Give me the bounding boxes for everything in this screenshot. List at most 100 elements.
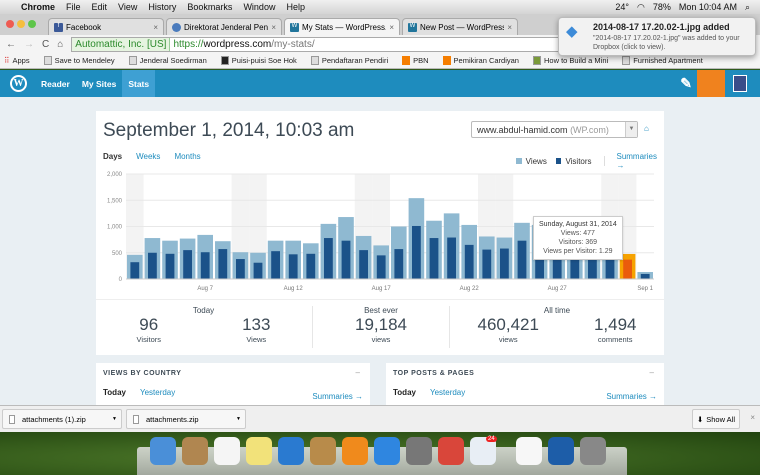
zoom-window-button[interactable] xyxy=(28,20,36,28)
weather-text[interactable]: 24° xyxy=(615,2,630,12)
summaries-link[interactable]: Summaries → xyxy=(312,392,363,401)
nav-reader[interactable]: Reader xyxy=(41,78,70,89)
secure-badge[interactable]: Automattic, Inc. [US] xyxy=(72,37,171,51)
new-post-pencil-icon[interactable]: ✎ xyxy=(680,75,692,91)
chrome-icon[interactable] xyxy=(438,437,464,465)
menu-file[interactable]: File xyxy=(66,2,81,12)
collapse-icon[interactable]: – xyxy=(355,368,360,377)
forward-icon[interactable]: → xyxy=(24,38,34,50)
app-store-icon[interactable] xyxy=(374,437,400,465)
menu-view[interactable]: View xyxy=(118,2,138,12)
bookmark-item[interactable]: Furnished Apartment xyxy=(622,56,703,65)
summaries-link[interactable]: Summaries → xyxy=(616,152,657,170)
tab-days[interactable]: Days xyxy=(103,152,123,161)
ibooks-icon[interactable] xyxy=(342,437,368,465)
menu-edit[interactable]: Edit xyxy=(91,2,108,12)
calendar-icon[interactable] xyxy=(214,437,240,465)
finder-icon[interactable] xyxy=(150,437,176,465)
home-icon[interactable]: ⌂ xyxy=(57,38,64,50)
stickies-icon[interactable] xyxy=(246,437,272,465)
x-tick-label: Aug 22 xyxy=(460,286,480,292)
visitors-bar xyxy=(324,238,333,279)
tab-weeks[interactable]: Weeks xyxy=(136,152,161,161)
all-time-stats: All time 460,421 views 1,494 comments xyxy=(450,300,664,350)
battery-text[interactable]: 78% xyxy=(652,2,671,12)
nav-my-sites[interactable]: My Sites xyxy=(81,78,117,89)
summaries-link[interactable]: Summaries → xyxy=(606,392,657,401)
contacts-icon[interactable] xyxy=(182,437,208,465)
menu-app[interactable]: Chrome xyxy=(21,2,56,12)
visitors-bar xyxy=(447,237,456,279)
tab-label: Facebook xyxy=(66,22,102,32)
bookmark-item[interactable]: Pendaftaran Pendiri xyxy=(310,56,388,65)
tab-direktorat[interactable]: Direktorat Jenderal Pendidi× xyxy=(166,18,282,35)
trash-icon[interactable] xyxy=(580,437,606,465)
today-views-label: Views xyxy=(246,335,267,344)
tab-facebook[interactable]: f Facebook × xyxy=(48,18,164,35)
close-tab-icon[interactable]: × xyxy=(389,22,394,32)
visitors-bar xyxy=(376,255,386,279)
bookmark-item[interactable]: PBN xyxy=(402,56,429,65)
dropbox-icon: ◆ xyxy=(566,23,578,40)
close-window-button[interactable] xyxy=(6,20,14,28)
reload-icon[interactable]: C xyxy=(42,38,50,50)
nav-stats[interactable]: Stats xyxy=(122,70,156,97)
bookmark-item[interactable]: Pemikiran Cardiyan xyxy=(442,56,519,65)
close-icon[interactable]: × xyxy=(750,413,755,422)
tab-today[interactable]: Today xyxy=(103,388,126,397)
menu-history[interactable]: History xyxy=(148,2,177,12)
system-preferences-icon[interactable] xyxy=(406,437,432,465)
bookmark-item[interactable]: Puisi-puisi Soe Hok xyxy=(220,56,297,65)
close-tab-icon[interactable]: × xyxy=(153,22,158,32)
menu-help[interactable]: Help xyxy=(286,2,305,12)
visitors-bar xyxy=(183,250,192,279)
tab-yesterday[interactable]: Yesterday xyxy=(139,388,176,397)
bookmark-apps[interactable]: ⠿ Apps xyxy=(4,56,30,65)
visitors-bar xyxy=(306,253,316,279)
page-title: September 1, 2014, 10:03 am xyxy=(103,120,355,141)
document-icon[interactable] xyxy=(516,437,542,465)
collapse-icon[interactable]: – xyxy=(649,368,654,377)
trash-recycle-icon[interactable] xyxy=(310,437,336,465)
bookmark-item[interactable]: Jenderal Soedirman xyxy=(128,56,207,65)
minimize-window-button[interactable] xyxy=(17,20,25,28)
tab-yesterday[interactable]: Yesterday xyxy=(429,388,466,397)
itunes-icon[interactable] xyxy=(278,437,304,465)
site-selector[interactable]: www.abdul-hamid.com (WP.com) ▼ xyxy=(471,121,638,138)
menu-bookmarks[interactable]: Bookmarks xyxy=(187,2,233,12)
y-tick-label: 500 xyxy=(112,251,123,257)
weather-icon[interactable]: 24 xyxy=(470,436,497,465)
wifi-icon[interactable]: ◠ xyxy=(637,1,645,12)
tab-today[interactable]: Today xyxy=(393,388,416,397)
menu-window[interactable]: Window xyxy=(243,2,276,12)
blogger-icon xyxy=(402,56,411,65)
bookmark-item[interactable]: How to Build a Mini xyxy=(532,56,608,65)
wordpress-logo-icon[interactable]: W xyxy=(10,75,27,92)
chevron-down-icon[interactable]: ▼ xyxy=(236,416,241,422)
close-tab-icon[interactable]: × xyxy=(507,22,512,32)
avatar[interactable] xyxy=(733,75,747,92)
legend-visitors[interactable]: Visitors xyxy=(565,156,592,166)
chevron-down-icon[interactable]: ▼ xyxy=(112,416,117,422)
stats-page: September 1, 2014, 10:03 am www.abdul-ha… xyxy=(0,97,760,405)
dropbox-notification[interactable]: ◆ 2014-08-17 17.20.02-1.jpg added "2014-… xyxy=(558,17,756,56)
url-scheme: https:// xyxy=(173,38,204,50)
chevron-down-icon[interactable]: ▼ xyxy=(625,122,637,137)
tab-months[interactable]: Months xyxy=(174,152,201,161)
best-heading: Best ever xyxy=(364,306,398,315)
download-item[interactable]: attachments.zip ▼ xyxy=(126,409,246,429)
notifications-button[interactable] xyxy=(697,70,725,97)
show-all-button[interactable]: ⬇ Show All xyxy=(692,409,740,429)
close-tab-icon[interactable]: × xyxy=(271,22,276,32)
download-item[interactable]: attachments (1).zip ▼ xyxy=(2,409,122,429)
spotlight-icon[interactable]: ⌕ xyxy=(744,1,750,12)
legend-views[interactable]: Views xyxy=(525,156,547,166)
tab-my-stats[interactable]: WMy Stats — WordPress.com× xyxy=(284,18,400,35)
back-icon[interactable]: ← xyxy=(6,38,16,50)
home-icon[interactable]: ⌂ xyxy=(644,124,649,133)
site-suffix: (WP.com) xyxy=(570,125,609,135)
bookmark-item[interactable]: Save to Mendeley xyxy=(43,56,115,65)
1password-icon[interactable] xyxy=(548,437,574,465)
clock[interactable]: Mon 10:04 AM xyxy=(678,2,737,12)
